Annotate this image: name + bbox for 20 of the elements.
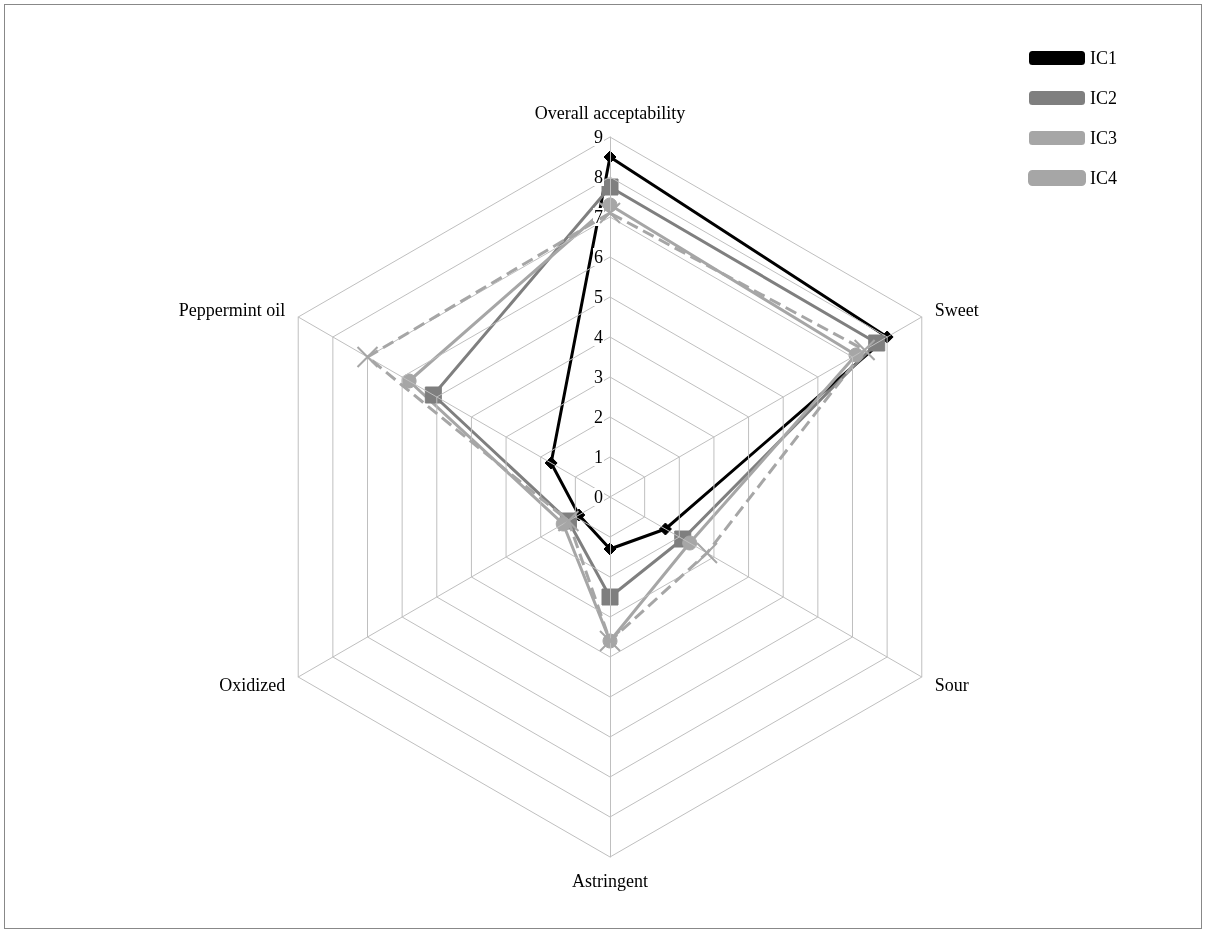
y-tick-label: 5 [594, 287, 603, 307]
legend-label: IC4 [1090, 168, 1117, 188]
y-tick-label: 0 [594, 487, 603, 507]
y-tick-label: 6 [594, 247, 603, 267]
y-tick-label: 4 [594, 327, 603, 347]
spoke-label: Oxidized [219, 674, 286, 695]
spoke-label: Peppermint oil [178, 299, 286, 320]
y-tick-label: 7 [594, 207, 603, 227]
legend-label: IC3 [1090, 128, 1117, 148]
legend-label: IC2 [1090, 88, 1117, 108]
spoke-label: Sour [934, 674, 969, 695]
spoke-label: Astringent [572, 871, 648, 891]
legend-label: IC1 [1090, 48, 1117, 68]
y-tick-label: 3 [594, 367, 603, 387]
y-tick-label: 9 [594, 127, 603, 147]
y-tick-label: 1 [594, 447, 603, 467]
spoke-label: Sweet [934, 299, 979, 320]
y-tick-label: 8 [594, 167, 603, 187]
spoke-label: Overall acceptability [534, 103, 686, 123]
y-tick-label: 2 [594, 407, 603, 427]
